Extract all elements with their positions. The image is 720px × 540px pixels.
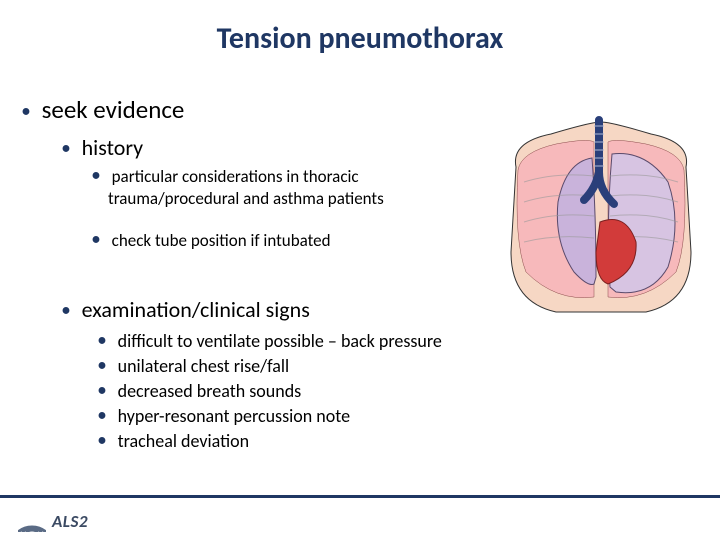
bullet-exam-tracheal: tracheal deviation bbox=[114, 430, 249, 452]
bullet-seek-evidence: seek evidence bbox=[38, 94, 184, 125]
bullet-history-tube: check tube position if intubated bbox=[108, 230, 331, 251]
lungs-diagram bbox=[496, 112, 706, 322]
bullet-exam-chestrise: unilateral chest rise/fall bbox=[114, 355, 289, 377]
bullet-text: unilateral chest rise/fall bbox=[118, 355, 290, 377]
bullet-text: hyper-resonant percussion note bbox=[118, 405, 350, 427]
bullet-text: difficult to ventilate possible – back p… bbox=[118, 330, 442, 352]
bullet-text: decreased breath sounds bbox=[118, 380, 302, 402]
footer-divider bbox=[0, 495, 720, 498]
slide: Tension pneumothorax seek evidence histo… bbox=[0, 0, 720, 540]
bullet-text: examination/clinical signs bbox=[82, 296, 310, 323]
bullet-text: check tube position if intubated bbox=[112, 230, 331, 251]
bullet-exam-percussion: hyper-resonant percussion note bbox=[114, 405, 350, 427]
logo-text: ALS2 bbox=[52, 511, 88, 532]
bullet-text: history bbox=[82, 134, 143, 161]
bullet-examination: examination/clinical signs bbox=[78, 296, 310, 323]
bullet-text: particular considerations in thoracic tr… bbox=[108, 166, 384, 209]
bullet-history-considerations: particular considerations in thoracic tr… bbox=[108, 166, 438, 210]
bullet-exam-ventilate: difficult to ventilate possible – back p… bbox=[114, 330, 442, 352]
lungs-diagram-svg bbox=[496, 112, 706, 322]
bullet-exam-breathsounds: decreased breath sounds bbox=[114, 380, 301, 402]
bullet-history: history bbox=[78, 134, 143, 161]
slide-title: Tension pneumothorax bbox=[0, 20, 720, 57]
bullet-text: seek evidence bbox=[42, 94, 185, 125]
logo-arcs-icon bbox=[18, 510, 46, 532]
bullet-text: tracheal deviation bbox=[118, 430, 249, 452]
footer-logo: ALS2 bbox=[18, 510, 88, 532]
